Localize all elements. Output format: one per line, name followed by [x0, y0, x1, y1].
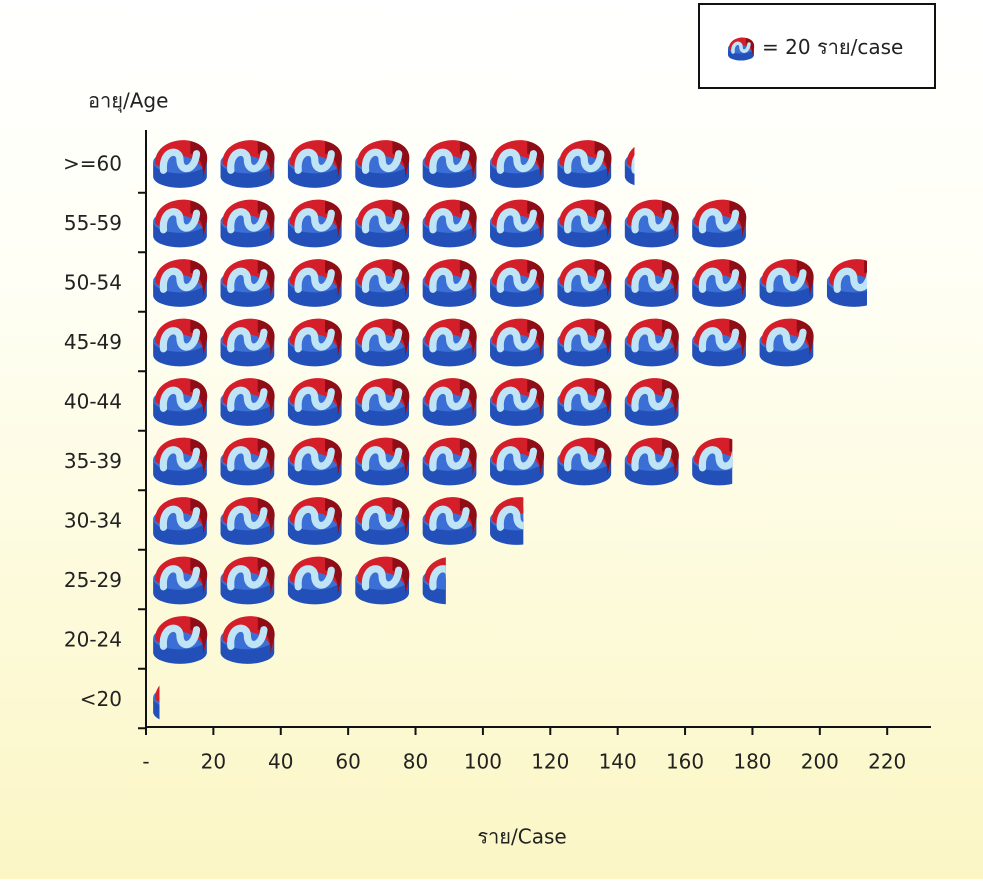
x-tick-label: 180: [733, 750, 771, 774]
x-tick-label: 120: [531, 750, 569, 774]
legend-unit: 20: [785, 35, 810, 59]
y-tick-label: 50-54: [64, 271, 122, 295]
legend-prefix: =: [762, 35, 779, 59]
pictogram-bar: [153, 259, 881, 307]
y-tick-label: 25-29: [64, 568, 122, 592]
x-tick-label: 100: [464, 750, 502, 774]
pictogram-bar: [153, 438, 746, 486]
y-tick-label: 35-39: [64, 449, 122, 473]
y-tick-label: 30-34: [64, 509, 122, 533]
legend-suffix: ราย/case: [817, 35, 903, 59]
y-axis-title: อายุ/Age: [88, 89, 168, 114]
x-tick-label: 200: [801, 750, 839, 774]
pictogram-bar: [153, 200, 746, 248]
y-tick-label: 40-44: [64, 390, 122, 414]
y-tick-label: 20-24: [64, 628, 122, 652]
y-tick-label: 45-49: [64, 330, 122, 354]
x-tick-label: 160: [666, 750, 704, 774]
x-tick-label: 60: [335, 750, 360, 774]
x-tick-label: 140: [599, 750, 637, 774]
y-tick-label: <20: [80, 687, 122, 711]
x-tick-label: 20: [201, 750, 226, 774]
legend-text: = 20 ราย/case: [762, 35, 903, 59]
x-tick-label: 220: [868, 750, 906, 774]
y-tick-label: >=60: [63, 152, 122, 176]
x-tick-label: -: [142, 750, 149, 774]
x-axis-title: ราย/Case: [477, 825, 566, 849]
x-tick-label: 40: [268, 750, 293, 774]
x-tick-label: 80: [403, 750, 428, 774]
y-tick-label: 55-59: [64, 211, 122, 235]
